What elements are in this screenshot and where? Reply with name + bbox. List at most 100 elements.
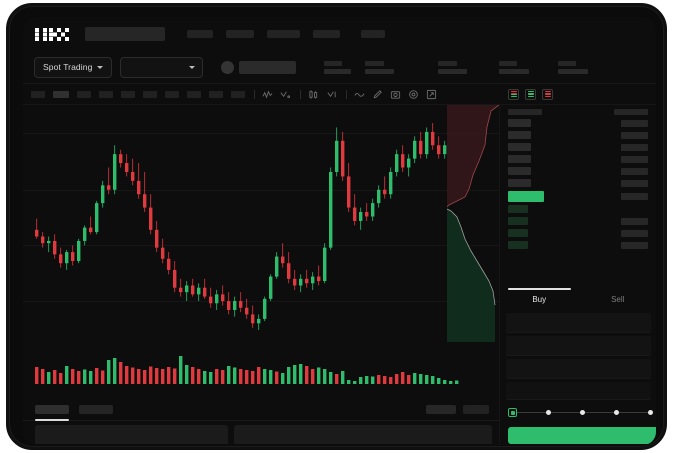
order-total-field[interactable]	[506, 359, 651, 379]
order-percent-slider[interactable]	[508, 407, 653, 419]
orderbook-price	[508, 167, 531, 175]
okx-logo-icon	[35, 27, 69, 41]
spot-trading-label: Spot Trading	[43, 62, 93, 72]
nav-item-3[interactable]	[267, 30, 300, 38]
submit-buy-button[interactable]	[508, 427, 656, 444]
nav-item-2[interactable]	[226, 30, 254, 38]
stat-volume-base	[499, 60, 530, 74]
stat-volume-quote	[558, 60, 589, 74]
toolbar-divider	[300, 89, 301, 99]
stat-low	[438, 60, 468, 74]
tab-open-orders[interactable]	[35, 404, 69, 421]
indicator-icon[interactable]	[262, 89, 273, 100]
orderbook-amount	[621, 241, 648, 249]
order-price-field[interactable]	[506, 313, 651, 333]
draw-pencil-icon[interactable]	[372, 89, 383, 100]
market-toolbar: Spot Trading	[23, 51, 656, 84]
tab-sell[interactable]: Sell	[579, 288, 657, 310]
tab-sell-label: Sell	[611, 294, 625, 304]
timeframe-4h[interactable]	[143, 90, 157, 98]
order-fee-row	[506, 382, 651, 400]
candle-type-icon[interactable]	[308, 89, 319, 100]
slider-stop-75[interactable]	[614, 410, 619, 415]
orderbook-row[interactable]	[508, 215, 648, 227]
orderbook-header-price	[508, 109, 542, 115]
nav-item-4[interactable]	[313, 30, 340, 38]
orderbook-price	[508, 241, 528, 249]
candlestick-chart[interactable]	[23, 105, 499, 342]
depth-chart-overlay	[447, 105, 499, 342]
order-form	[500, 313, 656, 403]
orderbook-amount	[621, 143, 648, 151]
trading-pair-dropdown[interactable]	[120, 56, 204, 78]
orderbook-row[interactable]	[508, 227, 648, 239]
stat-high	[365, 60, 395, 74]
orderbook-current-price-row	[508, 189, 648, 203]
timeframe-1w[interactable]	[187, 90, 201, 98]
orderbook-amount	[621, 155, 648, 163]
fullscreen-icon[interactable]	[426, 89, 437, 100]
orderbook-amount	[621, 217, 648, 225]
orderbook-mode-both[interactable]	[508, 88, 519, 100]
orderbook-price	[508, 205, 528, 213]
buy-sell-tabs: Buy Sell	[500, 288, 656, 310]
last-price-value	[239, 60, 297, 74]
orderbook-price	[508, 119, 531, 127]
timeframe-more[interactable]	[231, 90, 245, 98]
nav-search-input[interactable]	[85, 27, 165, 41]
orderbook-row[interactable]	[508, 117, 648, 129]
bottom-card-right[interactable]	[234, 425, 492, 444]
line-chart-icon[interactable]	[354, 89, 365, 100]
slider-stop-25[interactable]	[546, 410, 551, 415]
nav-item-1[interactable]	[187, 30, 213, 38]
alert-icon[interactable]	[326, 89, 337, 100]
bottom-action-2[interactable]	[463, 404, 489, 414]
orderbook-row[interactable]	[508, 153, 648, 165]
compare-icon[interactable]	[280, 89, 291, 100]
slider-handle[interactable]	[508, 408, 517, 417]
timeframe-15m[interactable]	[77, 90, 91, 98]
chart-gridline	[23, 301, 499, 302]
depth-area-series	[447, 105, 499, 342]
camera-icon[interactable]	[390, 89, 401, 100]
orderbook-row[interactable]	[508, 141, 648, 153]
orderbook-amount	[621, 167, 648, 175]
orderbook-mode-bids[interactable]	[525, 88, 536, 100]
bottom-panels	[23, 421, 499, 445]
slider-stop-100[interactable]	[648, 410, 653, 415]
toolbar-divider	[346, 89, 347, 99]
timeframe-30m[interactable]	[99, 90, 113, 98]
bottom-action-1[interactable]	[426, 404, 456, 414]
orderbook-mode-asks[interactable]	[542, 88, 553, 100]
spot-trading-dropdown[interactable]: Spot Trading	[34, 56, 113, 78]
timeframe-1h[interactable]	[121, 90, 135, 98]
orderbook-row[interactable]	[508, 203, 648, 215]
orderbook-price	[508, 217, 528, 225]
bottom-card-left[interactable]	[35, 425, 228, 444]
orderbook-amount	[621, 229, 648, 237]
orderbook-price	[508, 131, 531, 139]
orderbook-price	[508, 155, 531, 163]
okx-logo[interactable]	[35, 27, 75, 41]
orderbook-asks	[500, 117, 656, 251]
nav-item-5[interactable]	[361, 30, 385, 38]
orderbook-amount	[621, 119, 648, 127]
volume-chart	[23, 342, 499, 398]
orderbook-row[interactable]	[508, 129, 648, 141]
timeframe-1d[interactable]	[165, 90, 179, 98]
tab-order-history[interactable]	[79, 404, 113, 414]
orderbook-row[interactable]	[508, 177, 648, 189]
settings-gear-icon[interactable]	[408, 89, 419, 100]
timeframe-1mo[interactable]	[209, 90, 223, 98]
orderbook-current-price	[508, 190, 544, 202]
orderbook-row[interactable]	[508, 239, 648, 251]
timeframe-1m[interactable]	[31, 90, 45, 98]
top-navigation-bar	[23, 17, 656, 51]
timeframe-5m[interactable]	[53, 90, 69, 98]
slider-stop-50[interactable]	[580, 410, 585, 415]
orderbook-column-headers	[500, 105, 656, 117]
tab-buy[interactable]: Buy	[500, 288, 579, 310]
orderbook-row[interactable]	[508, 165, 648, 177]
order-amount-field[interactable]	[506, 336, 651, 356]
